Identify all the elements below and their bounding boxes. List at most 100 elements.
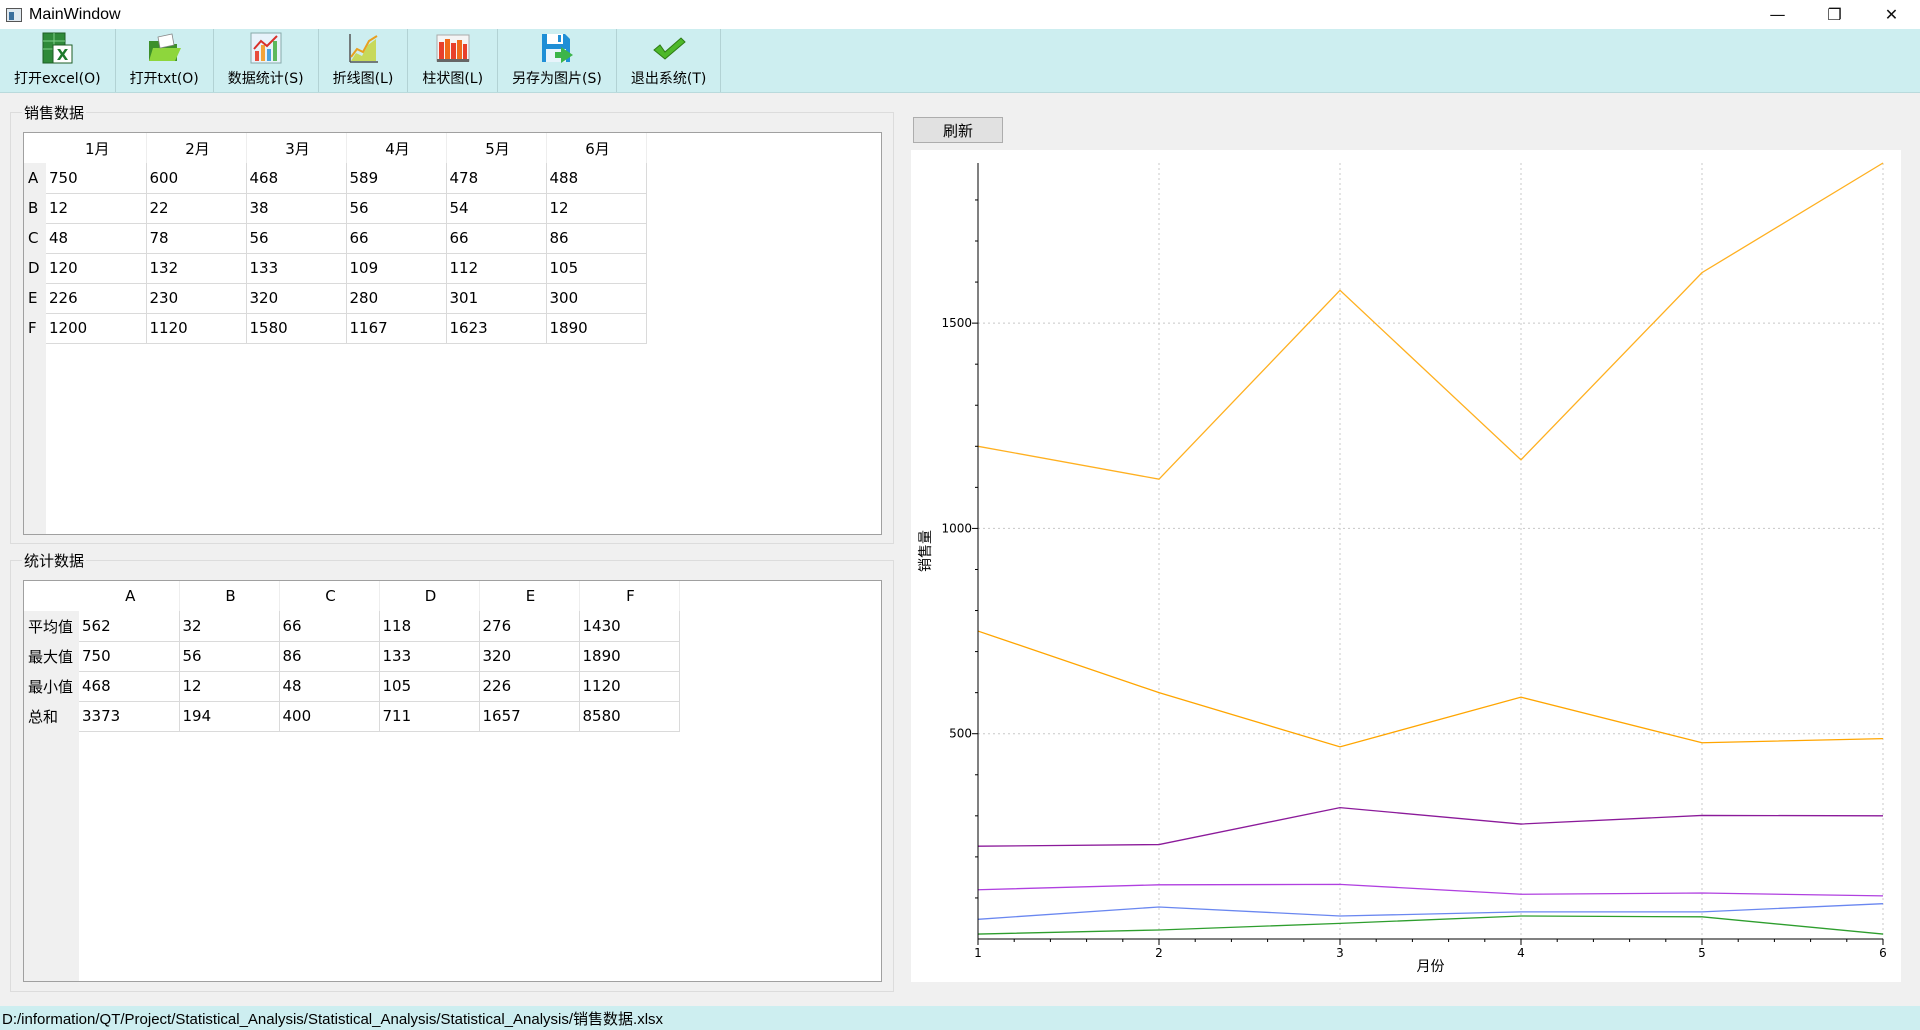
table-cell[interactable]: 1623	[446, 313, 547, 344]
open-txt-button[interactable]: 打开txt(O)	[116, 29, 214, 92]
sales-col-header[interactable]: 3月	[246, 133, 347, 163]
table-cell[interactable]: 86	[279, 641, 380, 672]
stats-col-header[interactable]: F	[579, 581, 680, 611]
table-cell[interactable]: 1200	[46, 313, 147, 344]
sales-row-header[interactable]: E	[24, 283, 46, 313]
table-cell[interactable]: 1167	[346, 313, 447, 344]
stats-col-header[interactable]: C	[279, 581, 380, 611]
line-chart-button[interactable]: 折线图(L)	[319, 29, 409, 92]
stats-row-header[interactable]: 最小值	[24, 671, 79, 701]
sales-col-header[interactable]: 4月	[346, 133, 447, 163]
bar-chart-button[interactable]: 柱状图(L)	[408, 29, 499, 92]
table-cell[interactable]: 1430	[579, 611, 680, 642]
table-row: E 226 230 320 280 301 300	[24, 283, 647, 314]
save-as-image-button[interactable]: 另存为图片(S)	[498, 29, 617, 92]
data-statistics-button[interactable]: 数据统计(S)	[214, 29, 319, 92]
stats-col-header[interactable]: A	[79, 581, 180, 611]
table-cell[interactable]: 66	[346, 223, 447, 254]
table-cell[interactable]: 300	[546, 283, 647, 314]
table-cell[interactable]: 56	[179, 641, 280, 672]
refresh-button[interactable]: 刷新	[913, 117, 1003, 143]
table-cell[interactable]: 1580	[246, 313, 347, 344]
exit-system-button[interactable]: 退出系统(T)	[617, 29, 722, 92]
table-cell[interactable]: 86	[546, 223, 647, 254]
table-cell[interactable]: 226	[46, 283, 147, 314]
table-cell[interactable]: 66	[446, 223, 547, 254]
table-cell[interactable]: 301	[446, 283, 547, 314]
y-axis-tick-label: 1500	[941, 316, 972, 330]
table-cell[interactable]: 478	[446, 163, 547, 194]
table-cell[interactable]: 66	[279, 611, 380, 642]
table-cell[interactable]: 1890	[546, 313, 647, 344]
table-cell[interactable]: 488	[546, 163, 647, 194]
open-txt-label: 打开txt(O)	[129, 71, 199, 87]
exit-system-label: 退出系统(T)	[630, 71, 707, 87]
table-cell[interactable]: 1890	[579, 641, 680, 672]
table-cell[interactable]: 1657	[479, 701, 580, 732]
table-cell[interactable]: 133	[246, 253, 347, 284]
table-cell[interactable]: 468	[79, 671, 180, 702]
table-cell[interactable]: 56	[246, 223, 347, 254]
table-cell[interactable]: 118	[379, 611, 480, 642]
sales-row-header[interactable]: D	[24, 253, 46, 283]
stats-row-header[interactable]: 平均值	[24, 611, 79, 641]
table-cell[interactable]: 109	[346, 253, 447, 284]
table-cell[interactable]: 750	[79, 641, 180, 672]
table-cell[interactable]: 320	[246, 283, 347, 314]
table-cell[interactable]: 112	[446, 253, 547, 284]
sales-row-header[interactable]: F	[24, 313, 46, 343]
sales-col-header[interactable]: 5月	[446, 133, 547, 163]
stats-row-header[interactable]: 总和	[24, 701, 79, 731]
sales-col-header[interactable]: 1月	[46, 133, 147, 163]
table-cell[interactable]: 226	[479, 671, 580, 702]
table-cell[interactable]: 276	[479, 611, 580, 642]
sales-group-title: 销售数据	[22, 102, 87, 123]
minimize-button[interactable]: —	[1769, 5, 1786, 24]
table-cell[interactable]: 32	[179, 611, 280, 642]
table-cell[interactable]: 54	[446, 193, 547, 224]
table-cell[interactable]: 48	[279, 671, 380, 702]
table-cell[interactable]: 78	[146, 223, 247, 254]
sales-row-header[interactable]: B	[24, 193, 46, 223]
table-cell[interactable]: 105	[379, 671, 480, 702]
table-cell[interactable]: 56	[346, 193, 447, 224]
table-cell[interactable]: 38	[246, 193, 347, 224]
sales-col-header[interactable]: 2月	[146, 133, 247, 163]
table-cell[interactable]: 22	[146, 193, 247, 224]
stats-row-header[interactable]: 最大值	[24, 641, 79, 671]
table-cell[interactable]: 1120	[579, 671, 680, 702]
sales-col-header[interactable]: 6月	[546, 133, 647, 163]
stats-corner	[24, 581, 79, 611]
table-cell[interactable]: 194	[179, 701, 280, 732]
table-cell[interactable]: 120	[46, 253, 147, 284]
table-cell[interactable]: 48	[46, 223, 147, 254]
table-cell[interactable]: 8580	[579, 701, 680, 732]
chart-series	[977, 162, 1884, 935]
stats-col-header[interactable]: D	[379, 581, 480, 611]
table-cell[interactable]: 562	[79, 611, 180, 642]
table-cell[interactable]: 132	[146, 253, 247, 284]
sales-row-header[interactable]: A	[24, 163, 46, 193]
sales-row-header[interactable]: C	[24, 223, 46, 253]
table-cell[interactable]: 711	[379, 701, 480, 732]
table-cell[interactable]: 589	[346, 163, 447, 194]
table-cell[interactable]: 468	[246, 163, 347, 194]
table-cell[interactable]: 280	[346, 283, 447, 314]
stats-col-header[interactable]: B	[179, 581, 280, 611]
table-cell[interactable]: 600	[146, 163, 247, 194]
table-cell[interactable]: 230	[146, 283, 247, 314]
table-cell[interactable]: 133	[379, 641, 480, 672]
close-button[interactable]: ✕	[1884, 5, 1899, 24]
table-cell[interactable]: 320	[479, 641, 580, 672]
table-cell[interactable]: 12	[546, 193, 647, 224]
table-cell[interactable]: 400	[279, 701, 380, 732]
table-cell[interactable]: 105	[546, 253, 647, 284]
table-cell[interactable]: 750	[46, 163, 147, 194]
open-excel-button[interactable]: X 打开excel(O)	[0, 29, 116, 92]
table-cell[interactable]: 12	[179, 671, 280, 702]
table-cell[interactable]: 3373	[79, 701, 180, 732]
restore-button[interactable]: ❐	[1827, 5, 1842, 24]
table-cell[interactable]: 12	[46, 193, 147, 224]
table-cell[interactable]: 1120	[146, 313, 247, 344]
stats-col-header[interactable]: E	[479, 581, 580, 611]
